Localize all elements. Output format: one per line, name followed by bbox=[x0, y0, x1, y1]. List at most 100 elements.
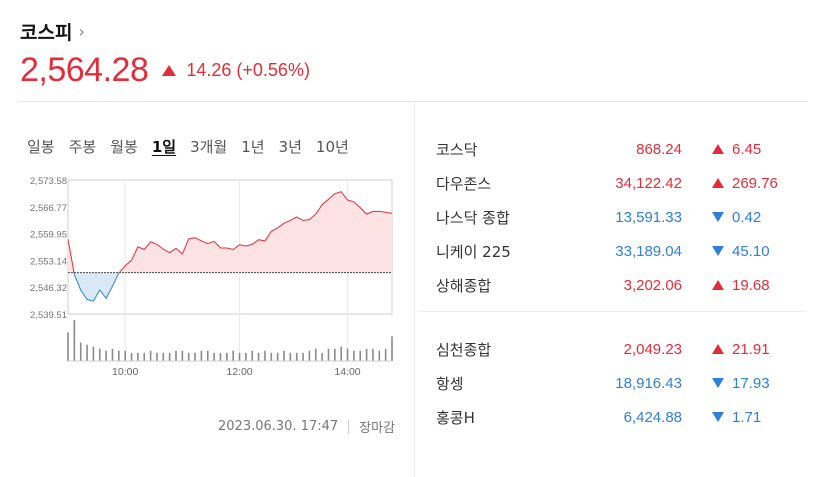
index-row[interactable]: 나스닥 종합 13,591.33 0.42 bbox=[436, 200, 796, 234]
tab-1year[interactable]: 1년 bbox=[241, 138, 265, 156]
index-row[interactable]: 다우존스 34,122.42 269.76 bbox=[436, 166, 796, 200]
index-change: 1.71 bbox=[682, 409, 796, 426]
volume-bar bbox=[245, 352, 247, 361]
up-arrow-icon bbox=[712, 144, 724, 154]
volume-bar bbox=[251, 350, 254, 361]
volume-bar bbox=[175, 350, 177, 361]
volume-bar bbox=[105, 350, 107, 361]
index-name: 코스닥 bbox=[436, 140, 478, 159]
tab-10year[interactable]: 10년 bbox=[315, 138, 349, 156]
volume-bar bbox=[264, 350, 266, 361]
volume-bar bbox=[314, 348, 317, 361]
index-value: 33,189.04 bbox=[615, 242, 682, 260]
tab-3month[interactable]: 3개월 bbox=[190, 138, 228, 156]
index-name: 홍콩H bbox=[436, 408, 475, 427]
volume-bar bbox=[378, 350, 381, 361]
volume-bar bbox=[194, 352, 196, 361]
volume-bar bbox=[289, 352, 292, 361]
area-above-baseline bbox=[68, 191, 392, 273]
index-value: 18,916.43 bbox=[615, 374, 682, 392]
index-row[interactable]: 심천종합 2,049.23 21.91 bbox=[436, 332, 796, 366]
y-tick-label: 2,546.32 bbox=[30, 283, 67, 294]
index-name: 나스닥 종합 bbox=[436, 208, 510, 227]
tab-monthly[interactable]: 월봉 bbox=[110, 138, 138, 156]
change-value: 45.10 bbox=[732, 242, 770, 260]
volume-bar bbox=[365, 348, 368, 361]
down-arrow-icon bbox=[712, 246, 724, 256]
market-status: 장마감 bbox=[359, 421, 396, 436]
divider bbox=[18, 101, 808, 102]
index-title-link[interactable]: 코스피 › bbox=[20, 18, 85, 44]
index-change: 0.42 bbox=[682, 209, 796, 226]
tab-1day[interactable]: 1일 bbox=[151, 138, 177, 156]
index-change: 21.91 bbox=[682, 341, 796, 358]
volume-bar bbox=[118, 350, 120, 361]
index-name: 상해종합 bbox=[436, 276, 492, 295]
y-tick-label: 2,559.95 bbox=[30, 230, 67, 241]
index-value: 3,202.06 bbox=[623, 276, 682, 294]
volume-bar bbox=[79, 342, 82, 361]
up-arrow-icon bbox=[712, 178, 724, 188]
tab-3year[interactable]: 3년 bbox=[278, 138, 302, 156]
change-value: 17.93 bbox=[732, 374, 770, 392]
volume-bar bbox=[321, 352, 323, 361]
change-value: 1.71 bbox=[732, 408, 762, 426]
volume-bar bbox=[270, 352, 273, 361]
index-row[interactable]: 코스닥 868.24 6.45 bbox=[436, 132, 796, 166]
volume-bar bbox=[187, 352, 190, 361]
volume-bar bbox=[143, 352, 146, 361]
index-row[interactable]: 니케이 225 33,189.04 45.10 bbox=[436, 234, 796, 268]
volume-bar bbox=[340, 346, 342, 361]
index-change: 17.93 bbox=[682, 375, 796, 392]
volume-bar bbox=[137, 352, 139, 361]
y-tick-label: 2,573.58 bbox=[30, 176, 67, 187]
index-value: 34,122.42 bbox=[615, 174, 682, 192]
intraday-chart[interactable]: 2,573.58 2,566.77 2,559.95 2,553.14 2,546.32… bbox=[20, 170, 400, 385]
change-value: 19.68 bbox=[732, 276, 770, 294]
last-updated: 2023.06.30. 17:47 bbox=[218, 419, 339, 434]
volume-bar bbox=[219, 352, 222, 361]
volume-bar bbox=[156, 352, 158, 361]
current-price: 2,564.28 bbox=[20, 50, 149, 89]
volume-bar bbox=[213, 352, 215, 361]
volume-bar bbox=[346, 348, 349, 361]
volume-bar bbox=[302, 352, 304, 361]
index-name: 항셍 bbox=[436, 374, 464, 393]
volume-bar bbox=[295, 352, 298, 361]
area-below-baseline bbox=[68, 272, 392, 302]
price-row: 2,564.28 14.26 (+0.56%) bbox=[20, 50, 310, 90]
index-row[interactable]: 상해종합 3,202.06 19.68 bbox=[436, 268, 796, 302]
index-value: 13,591.33 bbox=[615, 208, 682, 226]
chevron-right-icon: › bbox=[78, 21, 85, 41]
index-name: 다우존스 bbox=[436, 174, 492, 193]
index-row[interactable]: 항셍 18,916.43 17.93 bbox=[436, 366, 796, 400]
index-name: 심천종합 bbox=[436, 340, 492, 359]
price-line-up bbox=[68, 191, 392, 273]
volume-bar bbox=[98, 348, 101, 361]
change-value: 269.76 bbox=[732, 174, 778, 192]
volume-bar bbox=[73, 320, 76, 361]
volume-bar bbox=[283, 350, 285, 361]
world-indices-list: 코스닥 868.24 6.45 다우존스 34,122.42 269.76 나스… bbox=[436, 132, 796, 302]
footer-separator bbox=[348, 419, 350, 434]
index-row[interactable]: 홍콩H 6,424.88 1.71 bbox=[436, 400, 796, 434]
volume-bar bbox=[238, 352, 241, 361]
down-arrow-icon bbox=[712, 412, 724, 422]
index-name: 니케이 225 bbox=[436, 242, 511, 261]
tab-daily[interactable]: 일봉 bbox=[27, 138, 55, 156]
volume-bar bbox=[226, 352, 228, 361]
up-arrow-icon bbox=[712, 344, 724, 354]
y-tick-label: 2,539.51 bbox=[30, 310, 67, 321]
tab-weekly[interactable]: 주봉 bbox=[68, 138, 97, 156]
index-value: 2,049.23 bbox=[623, 340, 682, 358]
up-arrow-icon bbox=[712, 280, 724, 290]
change-value: 0.42 bbox=[732, 208, 762, 226]
volume-bar bbox=[391, 336, 393, 361]
volume-bar bbox=[168, 352, 171, 361]
down-arrow-icon bbox=[712, 378, 724, 388]
change-value: 6.45 bbox=[732, 140, 762, 158]
volume-bar bbox=[130, 352, 133, 361]
volume-bar bbox=[124, 350, 126, 361]
index-title: 코스피 bbox=[20, 21, 73, 44]
volume-bar bbox=[353, 350, 355, 361]
